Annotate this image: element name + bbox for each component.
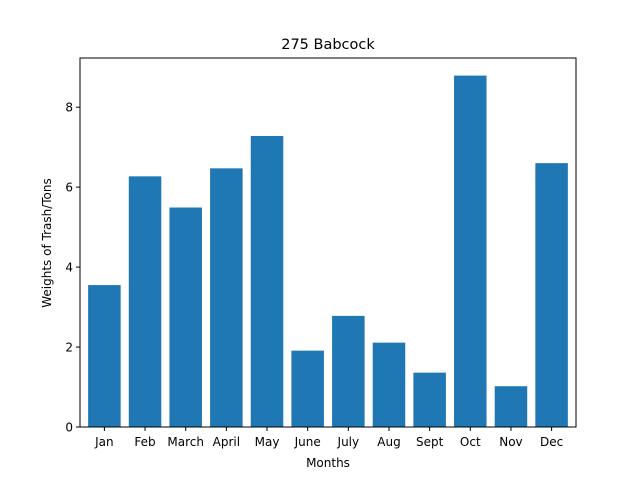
x-tick-label: July (337, 435, 360, 449)
bar-dec (535, 163, 568, 427)
x-axis-label: Months (306, 456, 350, 470)
x-tick-label: May (255, 435, 280, 449)
y-tick-label: 0 (65, 421, 73, 435)
y-tick-label: 8 (65, 101, 73, 115)
y-tick-label: 4 (65, 261, 73, 275)
x-tick-label: June (294, 435, 321, 449)
x-tick-label: Nov (499, 435, 522, 449)
bar-jan (88, 285, 121, 427)
plot-frame (79, 57, 577, 428)
x-ticks-group: Jan Feb March April May June July Aug Sept Oct Nov… (94, 427, 563, 449)
x-tick-label: Feb (134, 435, 155, 449)
bar-april (210, 168, 243, 427)
y-axis-label: Weights of Trash/Tons (40, 178, 54, 308)
bar-sept (413, 372, 446, 427)
bar-june (291, 350, 324, 427)
x-tick-label: Dec (540, 435, 563, 449)
x-tick-label: March (167, 435, 204, 449)
bar-july (332, 315, 365, 427)
x-tick-label: Oct (460, 435, 481, 449)
x-tick-label: April (213, 435, 240, 449)
y-ticks-group: 0 2 4 6 8 (65, 101, 80, 435)
y-tick-label: 2 (65, 341, 73, 355)
bar-may (250, 135, 284, 427)
x-tick-label: Aug (377, 435, 400, 449)
bars-group (88, 75, 568, 427)
bar-nov (494, 386, 528, 427)
bar-feb (128, 176, 162, 427)
chart-title: 275 Babcock (281, 37, 375, 53)
x-tick-label: Sept (416, 435, 444, 449)
bar-oct (454, 75, 487, 427)
bar-aug (372, 342, 406, 427)
bar-march (169, 207, 202, 427)
x-tick-label: Jan (94, 435, 114, 449)
y-tick-label: 6 (65, 181, 73, 195)
